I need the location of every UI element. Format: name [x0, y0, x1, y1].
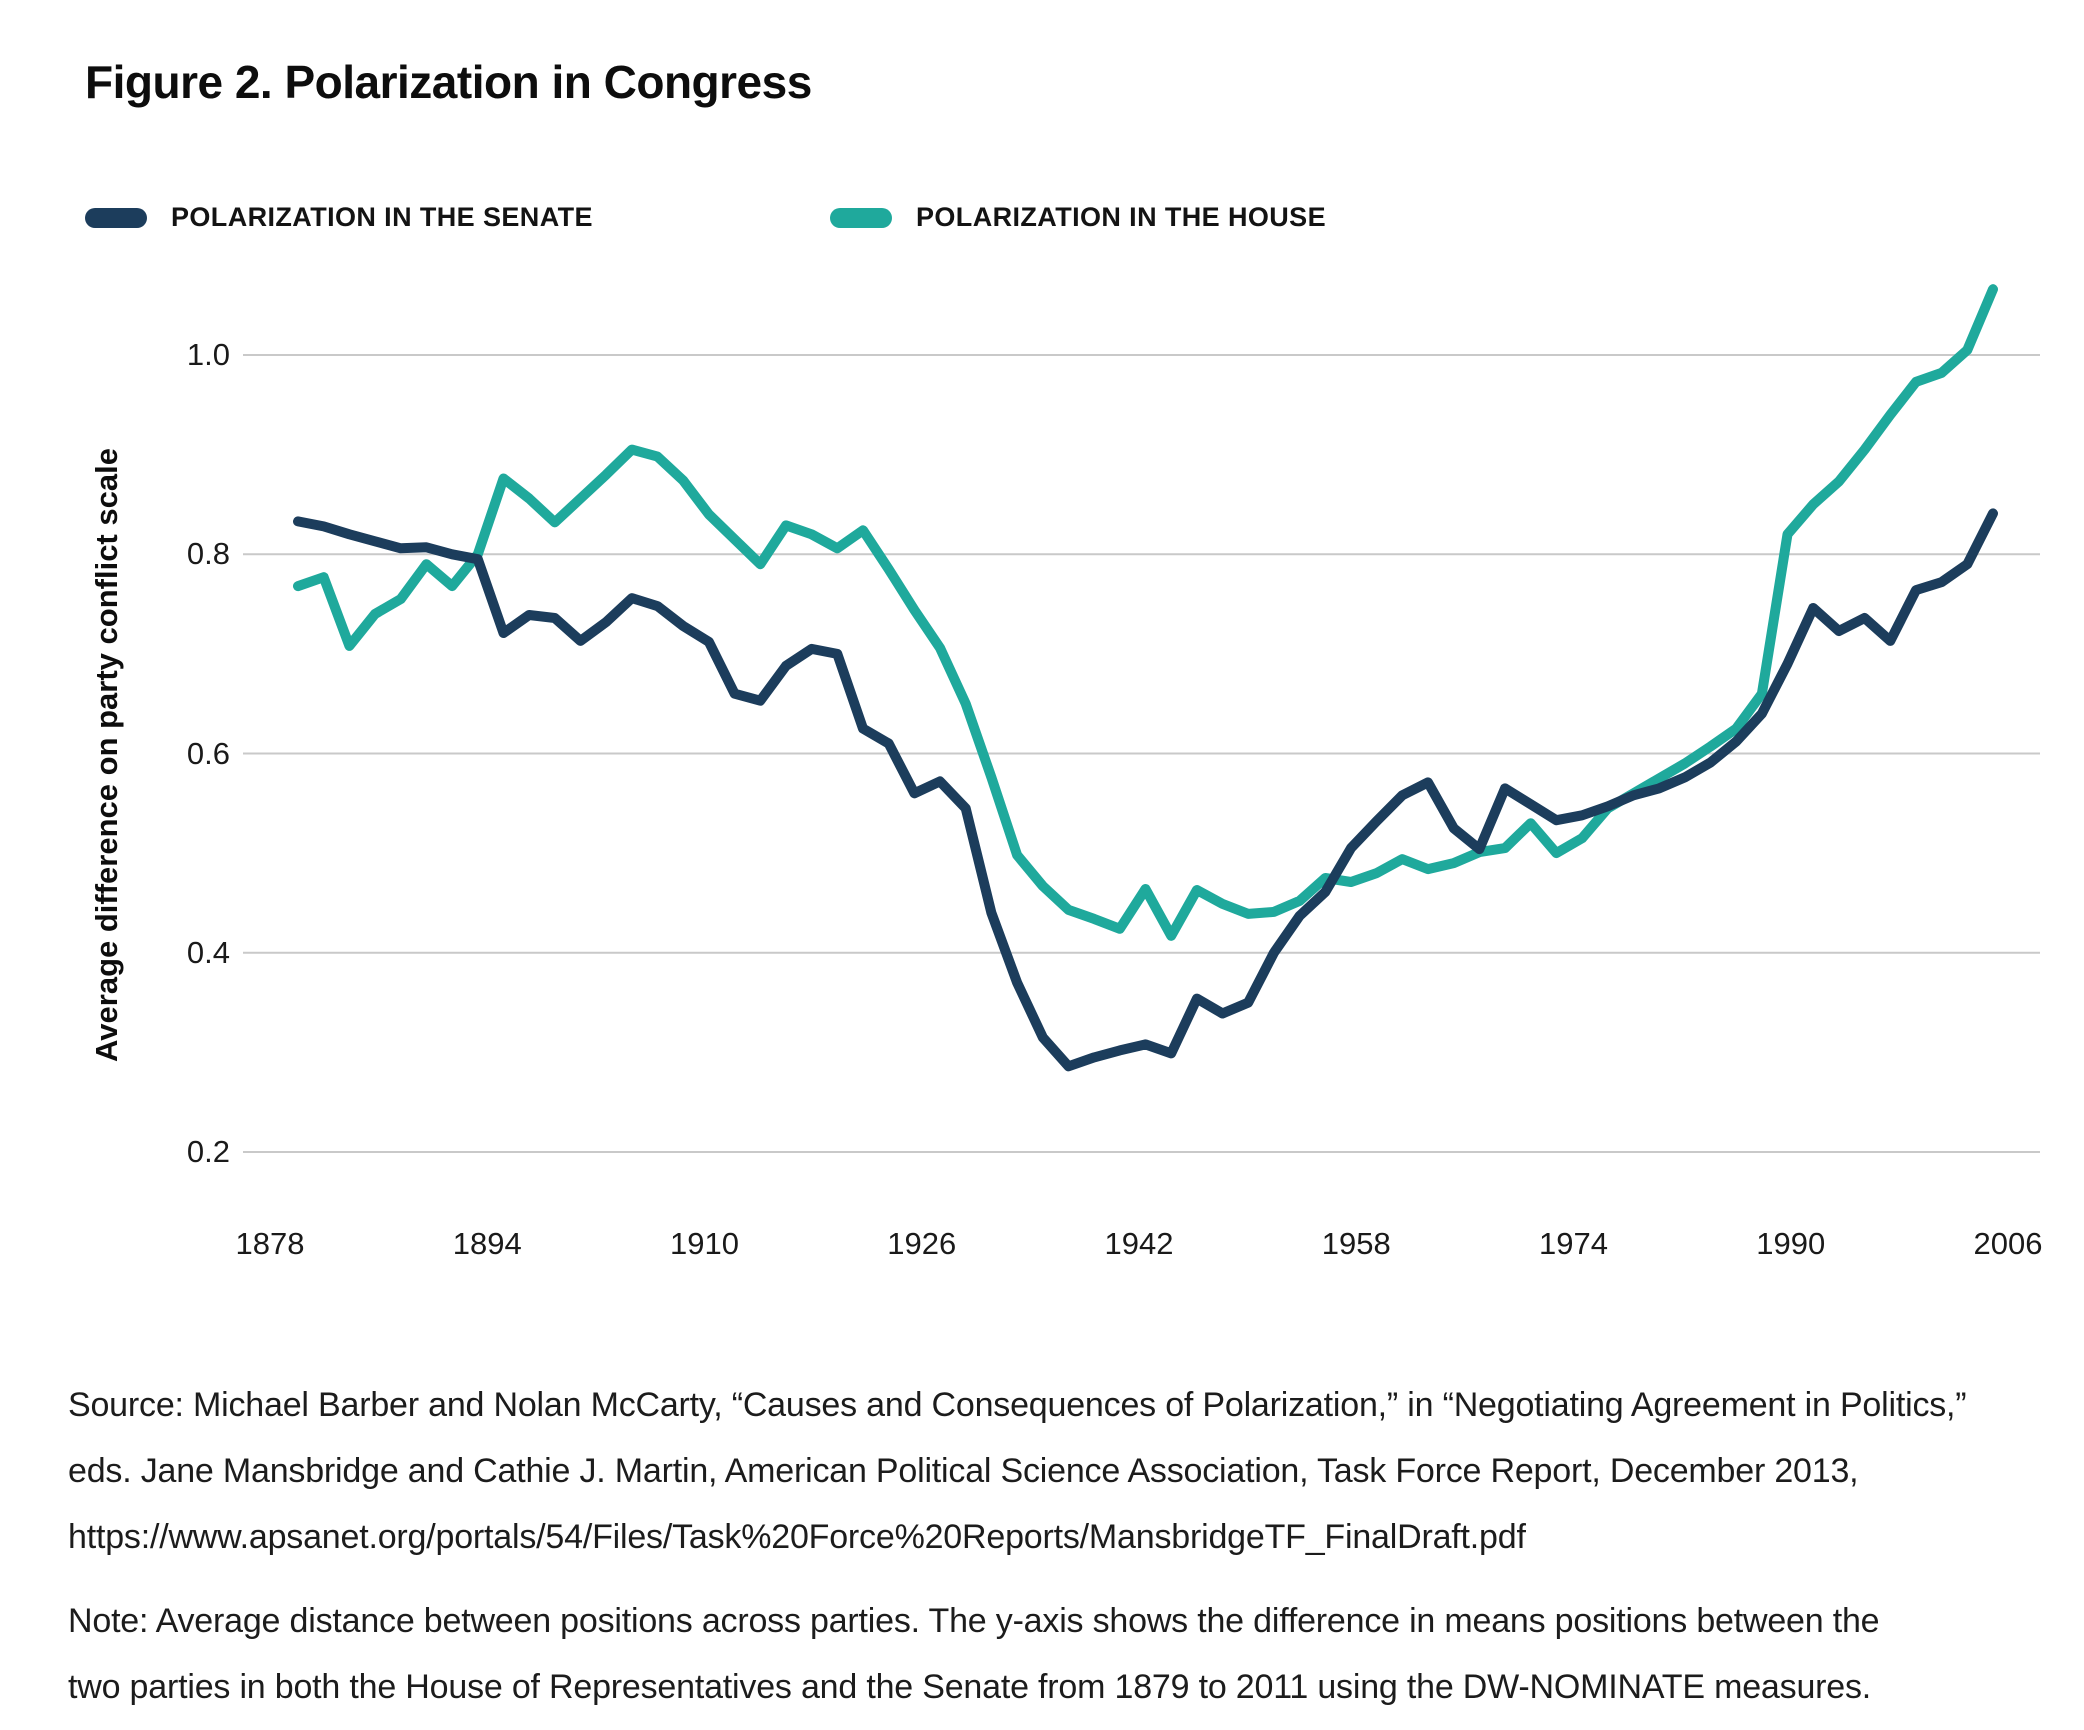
- gridlines: [243, 354, 2040, 1153]
- house-line: [293, 284, 1998, 941]
- legend-label-house: POLARIZATION IN THE HOUSE: [916, 202, 1327, 232]
- x-tick-label: 1990: [1756, 1226, 1826, 1261]
- x-tick-label: 1958: [1321, 1226, 1391, 1261]
- x-tick-label: 1974: [1539, 1226, 1608, 1261]
- x-tick-label: 1926: [887, 1226, 957, 1261]
- note-text: Note: Average distance between positions…: [68, 1602, 1880, 1706]
- x-tick-label: 1878: [235, 1226, 305, 1261]
- figure-title: Figure 2. Polarization in Congress: [85, 56, 812, 108]
- y-tick-label: 1.0: [186, 337, 230, 372]
- x-tick-label: 1910: [670, 1226, 739, 1261]
- legend-item-house: POLARIZATION IN THE HOUSE: [830, 202, 1326, 233]
- y-tick-label: 0.6: [186, 735, 230, 771]
- house-line-swatch: [830, 207, 892, 228]
- senate-line-swatch: [85, 207, 147, 228]
- source-text: Source: Michael Barber and Nolan McCarty…: [68, 1386, 1967, 1556]
- x-tick-label: 1894: [452, 1226, 522, 1261]
- x-tick-label: 1942: [1104, 1226, 1174, 1261]
- y-tick-label: 0.4: [186, 934, 230, 970]
- y-tick-label: 0.2: [186, 1134, 230, 1169]
- y-tick-label: 0.8: [186, 536, 230, 572]
- senate-line: [293, 508, 1998, 1072]
- legend-item-senate: POLARIZATION IN THE SENATE: [85, 202, 593, 233]
- legend-label-senate: POLARIZATION IN THE SENATE: [171, 202, 593, 232]
- x-tick-label: 2006: [1973, 1226, 2043, 1261]
